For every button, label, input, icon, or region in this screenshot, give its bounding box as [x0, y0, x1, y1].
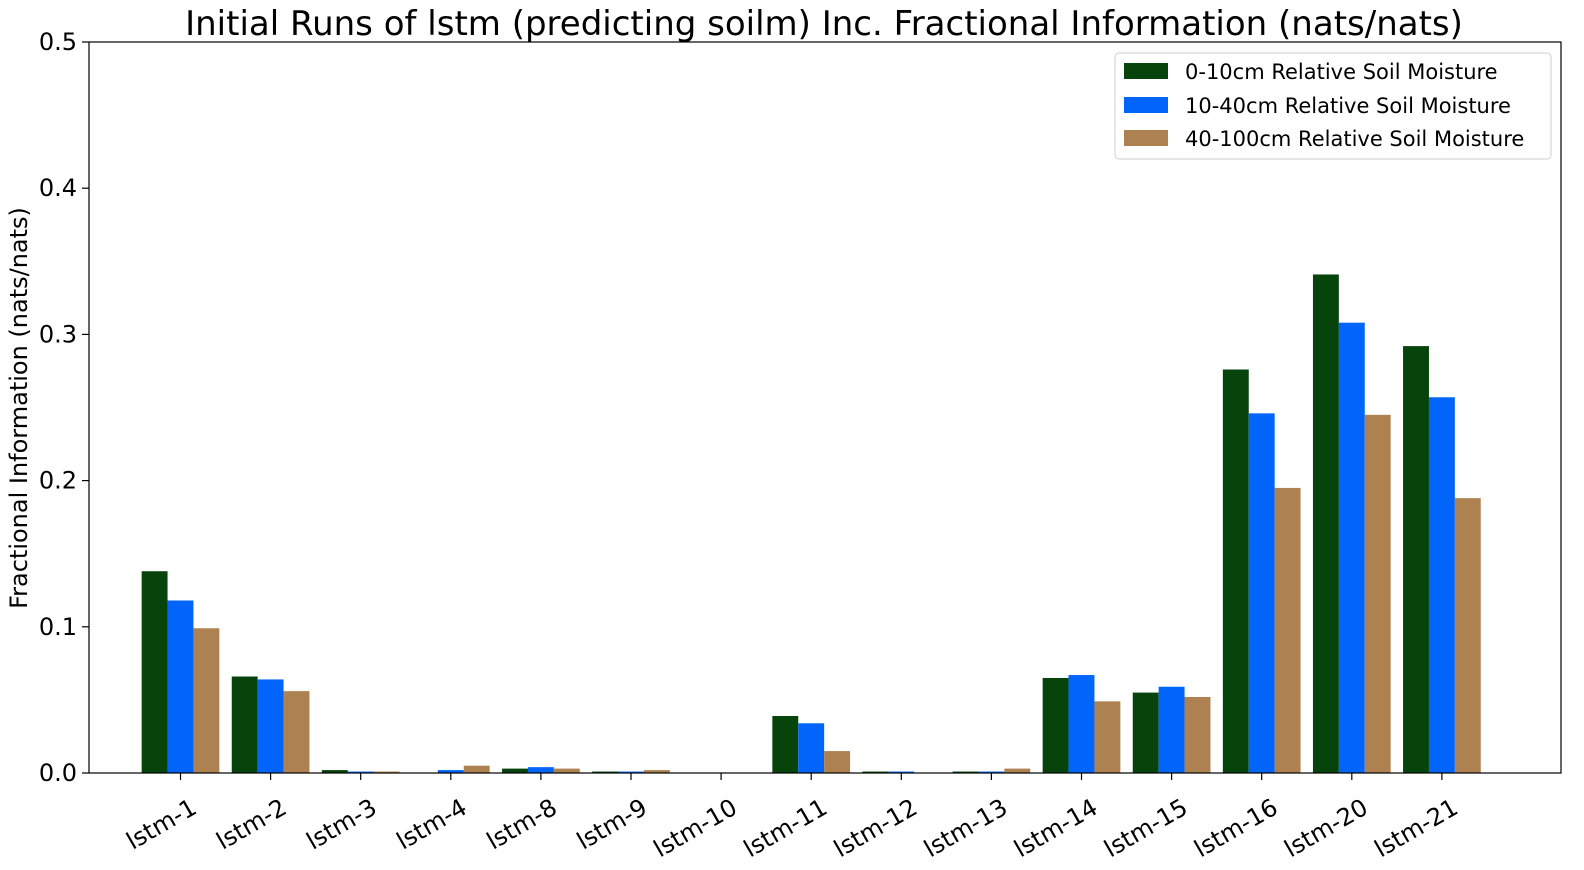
bar-lstm-11-series-2: [824, 751, 851, 773]
legend: 0-10cm Relative Soil Moisture 10-40cm Re…: [1114, 52, 1552, 160]
bar-lstm-13-series-1: [978, 771, 1005, 773]
bar-lstm-16-series-2: [1274, 487, 1301, 773]
y-axis: 0.0 0.1 0.2 0.3 0.4 0.5: [39, 28, 89, 787]
x-tick-label-lstm-13: lstm-13: [919, 793, 1012, 863]
plot-frame: [88, 41, 1562, 774]
legend-swatch-2: [1124, 130, 1168, 146]
chart-title: Initial Runs of lstm (predicting soilm) …: [185, 4, 1463, 44]
bar-lstm-15-series-1: [1158, 686, 1185, 773]
y-tick-label: 0.1: [39, 613, 77, 641]
x-tick-label-lstm-21: lstm-21: [1370, 793, 1463, 863]
bar-lstm-20-series-1: [1338, 322, 1365, 773]
x-tick-label-lstm-14: lstm-14: [1009, 793, 1102, 863]
x-tick-label-lstm-11: lstm-11: [739, 793, 832, 863]
bar-lstm-11-series-0: [772, 715, 799, 773]
bar-lstm-21-series-1: [1428, 397, 1455, 773]
x-tick-label-lstm-10: lstm-10: [649, 793, 742, 863]
legend-swatch-1: [1124, 97, 1168, 113]
y-axis-label: Fractional Information (nats/nats): [5, 207, 33, 609]
bar-lstm-15-series-0: [1132, 692, 1159, 773]
x-tick-label-lstm-15: lstm-15: [1099, 793, 1192, 863]
x-tick-label-lstm-2: lstm-2: [212, 793, 292, 855]
y-tick-label: 0.2: [39, 467, 77, 495]
bar-lstm-3-series-2: [373, 771, 400, 773]
bar-lstm-9-series-0: [592, 771, 619, 773]
bar-lstm-3-series-0: [321, 770, 348, 773]
bar-lstm-1-series-0: [141, 571, 168, 773]
bar-lstm-16-series-1: [1248, 413, 1275, 773]
y-tick-label: 0.4: [39, 174, 77, 202]
y-tick-label: 0.3: [39, 320, 77, 348]
bar-lstm-11-series-1: [798, 723, 825, 773]
x-tick-label-lstm-8: lstm-8: [482, 793, 562, 855]
x-tick-label-lstm-9: lstm-9: [572, 793, 652, 855]
bar-lstm-21-series-2: [1454, 498, 1481, 773]
legend-swatch-0: [1124, 63, 1168, 79]
bar-lstm-16-series-0: [1222, 369, 1249, 773]
bar-lstm-4-series-2: [463, 765, 490, 773]
legend-box: [1114, 52, 1552, 160]
bar-lstm-20-series-0: [1312, 274, 1339, 773]
bar-lstm-2-series-0: [231, 676, 258, 773]
bar-lstm-2-series-1: [257, 679, 284, 773]
bar-lstm-14-series-0: [1042, 677, 1069, 773]
bars-layer: [141, 274, 1481, 773]
bar-lstm-13-series-2: [1004, 768, 1031, 773]
bar-lstm-1-series-2: [193, 628, 220, 773]
bar-lstm-4-series-1: [437, 770, 464, 773]
bar-lstm-3-series-1: [347, 771, 374, 773]
bar-lstm-12-series-1: [888, 771, 915, 773]
legend-label-0: 0-10cm Relative Soil Moisture: [1185, 60, 1498, 84]
bar-lstm-8-series-1: [527, 767, 554, 773]
bar-lstm-1-series-1: [167, 600, 194, 773]
bar-lstm-20-series-2: [1364, 414, 1391, 773]
bar-lstm-8-series-0: [502, 768, 528, 773]
x-tick-label-lstm-1: lstm-1: [122, 793, 202, 855]
y-tick-label: 0.5: [39, 28, 77, 56]
x-tick-label-lstm-12: lstm-12: [829, 793, 922, 863]
x-tick-label-lstm-3: lstm-3: [302, 793, 382, 855]
legend-label-2: 40-100cm Relative Soil Moisture: [1185, 127, 1524, 151]
legend-label-1: 10-40cm Relative Soil Moisture: [1185, 94, 1511, 118]
bar-lstm-14-series-1: [1068, 675, 1095, 773]
bar-lstm-8-series-2: [553, 768, 580, 773]
y-tick-label: 0.0: [39, 759, 77, 787]
bar-lstm-12-series-0: [862, 771, 889, 773]
x-tick-label-lstm-4: lstm-4: [392, 793, 472, 855]
x-tick-label-lstm-20: lstm-20: [1280, 793, 1373, 863]
bar-lstm-2-series-2: [283, 691, 310, 773]
bar-lstm-13-series-0: [952, 771, 979, 773]
bar-lstm-9-series-1: [618, 771, 644, 773]
x-axis: lstm-1 lstm-2 lstm-3 lstm-4 lstm-8 lstm-9lstm…: [122, 773, 1463, 863]
x-tick-label-lstm-16: lstm-16: [1190, 793, 1283, 863]
bar-lstm-15-series-2: [1184, 696, 1211, 773]
bar-lstm-21-series-0: [1403, 346, 1429, 773]
bar-lstm-14-series-2: [1094, 701, 1121, 773]
bar-lstm-9-series-2: [643, 770, 670, 773]
